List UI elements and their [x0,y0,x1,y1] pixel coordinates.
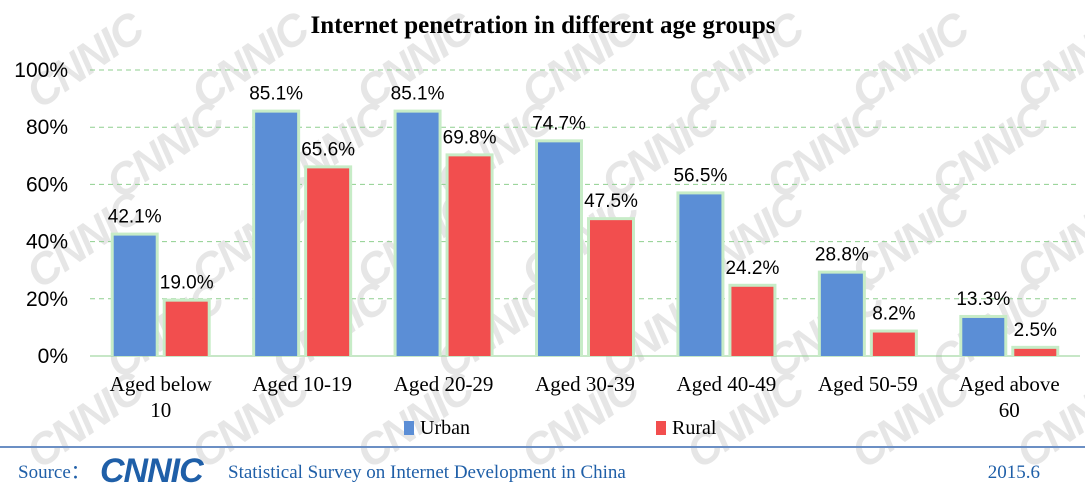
data-label: 74.7% [532,113,586,134]
cnnic-logo: CNNIC [100,452,205,490]
data-label: 65.6% [301,139,355,160]
category-label: Aged 50-59 [818,372,918,396]
bar-rural [307,168,350,356]
bar-rural [590,220,632,356]
y-tick-label: 60% [26,173,68,196]
bar-rural [1014,348,1057,356]
data-label: 24.2% [725,258,779,279]
data-label: 69.8% [443,127,497,148]
data-label: 85.1% [391,84,445,105]
category-label: Aged 20-29 [394,372,494,396]
bar-rural [448,156,491,356]
legend-label: Urban [420,417,470,439]
legend-label: Rural [672,417,717,439]
bar-urban [538,142,580,356]
y-tick-label: 80% [26,116,68,139]
category-label: Aged 10-19 [252,372,352,396]
bar-urban [820,273,863,356]
data-label: 47.5% [584,191,638,212]
footer-date: 2015.6 [988,462,1040,483]
data-label: 8.2% [872,304,915,325]
legend-swatch-urban [404,421,414,435]
chart-title: Internet penetration in different age gr… [310,12,775,39]
bar-rural [165,301,208,356]
svg-text:CNNIC: CNNIC [100,452,204,490]
bar-urban [255,112,298,356]
y-tick-label: 100% [14,59,68,82]
bar-urban [962,317,1005,356]
data-label: 2.5% [1014,320,1057,341]
category-label: 10 [150,398,171,422]
data-label: 28.8% [815,245,869,266]
y-tick-label: 20% [26,288,68,311]
bar-rural [731,286,774,356]
legend: Urban Rural [404,417,717,439]
bar-urban [396,112,439,356]
category-label: Aged below [110,372,213,396]
data-label: 42.1% [108,207,162,228]
y-tick-label: 0% [38,345,68,368]
category-label: Aged above [959,372,1060,396]
data-label: 56.5% [673,165,727,186]
y-axis: 0% 20% 40% 60% 80% 100% [14,59,68,368]
category-label: Aged 30-39 [535,372,635,396]
category-label: Aged 40-49 [677,372,777,396]
footer-source-label: Source： [18,462,90,483]
data-label: 19.0% [160,273,214,294]
data-label: 13.3% [956,289,1010,310]
footer-survey-title: Statistical Survey on Internet Developme… [228,462,626,483]
bar-rural [872,332,915,356]
data-label: 85.1% [249,84,303,105]
legend-swatch-rural [656,421,666,435]
bar-urban [113,235,156,356]
footer: Source： CNNIC Statistical Survey on Inte… [0,446,1085,490]
bars: 42.1% 19.0% 85.1% 65.6% 85.1% 69.8% 74.7% 47.5%… [108,84,1060,356]
bar-urban [679,194,722,356]
y-tick-label: 40% [26,231,68,254]
category-label: 60 [999,398,1020,422]
